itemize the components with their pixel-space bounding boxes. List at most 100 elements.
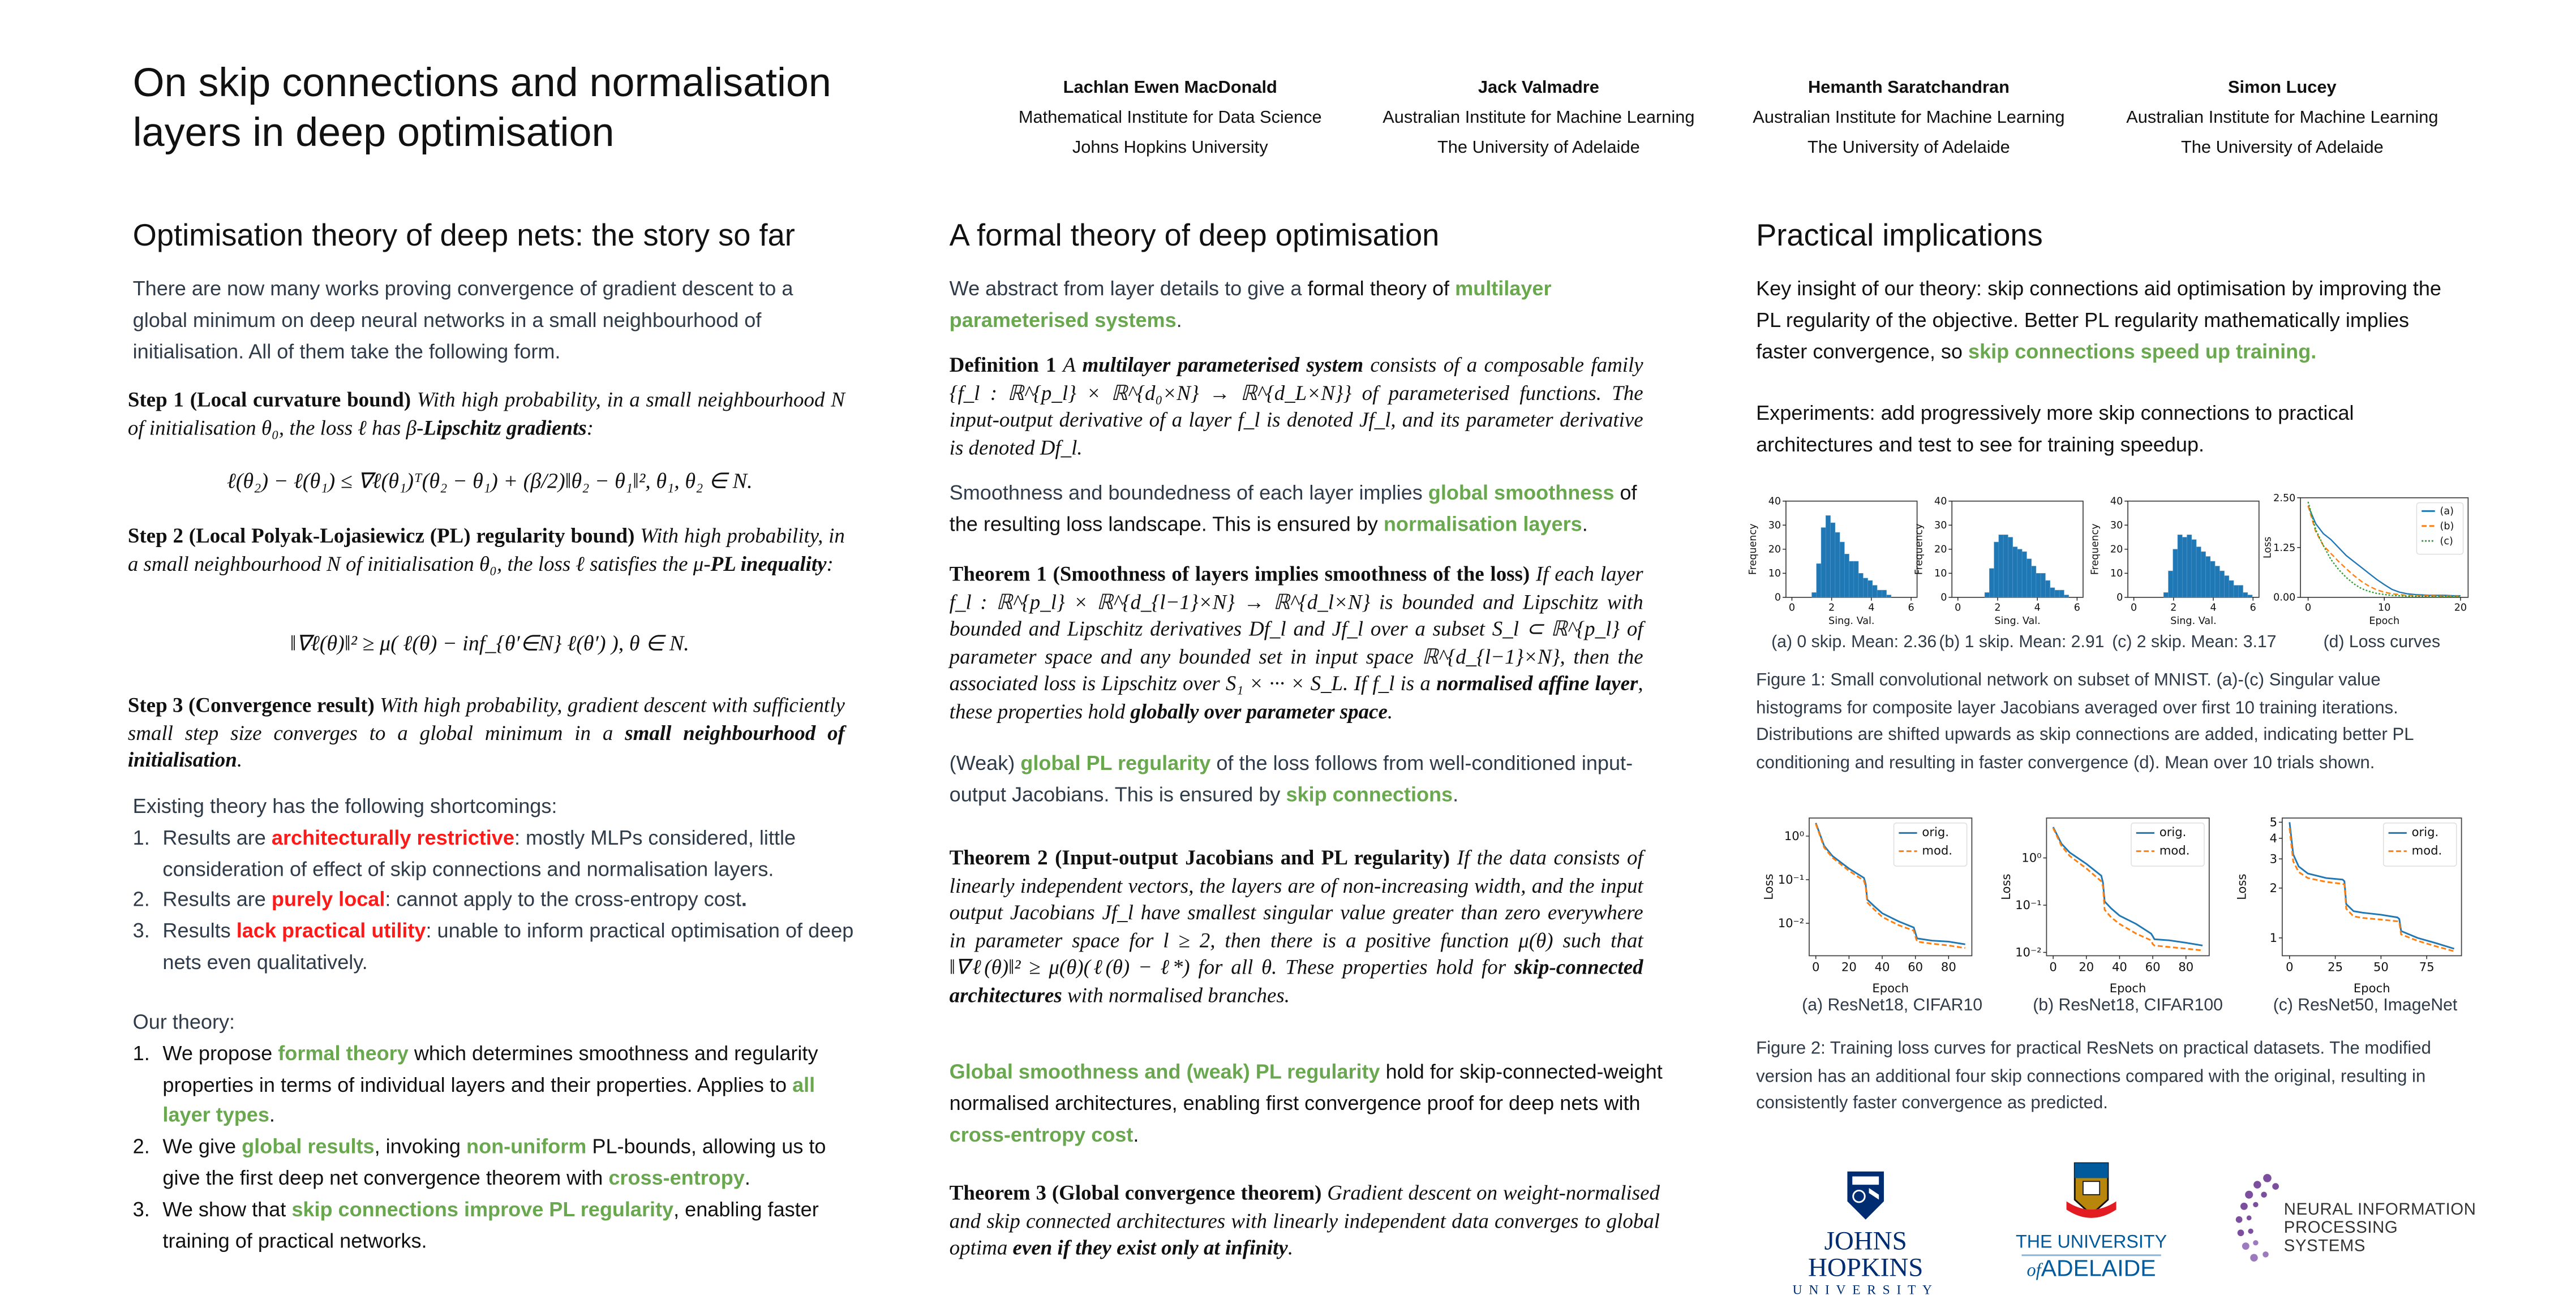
text-segment: If the data consists of linearly indepen… — [949, 846, 1643, 980]
x-axis-label: Epoch — [2369, 616, 2399, 627]
text-segment: . — [1176, 308, 1182, 332]
histogram-bar — [1858, 573, 1864, 598]
histogram-0-skip: 0 2 4 6 0 10 20 30 40 Sing. Val. Frequency — [1748, 496, 1918, 627]
neurips-wordmark-1: NEURAL INFORMATION — [2283, 1201, 2476, 1220]
author-affiliation: The University of Adelaide — [1808, 137, 2010, 158]
plot-frame — [1809, 817, 1973, 957]
text-segment: Gradient descent on weight-normalised an… — [949, 1181, 1660, 1260]
text-segment: . — [1133, 1122, 1139, 1146]
x-tick-label: 10 — [2378, 602, 2390, 613]
text-segment: . — [1582, 512, 1588, 536]
list-number: 2. — [132, 888, 150, 912]
text-segment: : unable to inform practical optimisatio… — [162, 919, 854, 974]
histogram-bar — [1821, 527, 1826, 598]
y-tick-label: 10⁰ — [1784, 829, 1804, 843]
jhu-logo: JOHNS HOPKINS UNIVERSITY — [1772, 1168, 1958, 1298]
text-segment: skip connections improve PL regularity — [291, 1197, 674, 1221]
text-segment: cross-entropy cost — [949, 1122, 1134, 1146]
histogram-bar — [2017, 549, 2023, 598]
text-segment: . — [1287, 1236, 1294, 1260]
text-segment: , these properties hold — [949, 672, 1643, 724]
plot-frame — [2281, 817, 2462, 957]
x-tick-label: 40 — [2112, 959, 2127, 974]
text-segment: Key insight of our theory: skip connecti… — [1756, 277, 2442, 363]
text-segment: of the resulting loss landscape. This is… — [949, 481, 1637, 536]
legend-label: (b) — [2440, 521, 2454, 532]
x-tick-label: 80 — [1941, 959, 1956, 974]
x-axis-label: Epoch — [1872, 981, 1909, 995]
fig1a-caption: (a) 0 skip. Mean: 2.36 — [1771, 634, 1937, 652]
equation-lipschitz: ℓ(θ₂) − ℓ(θ₁) ≤ ∇ℓ(θ₁)ᵀ(θ₂ − θ₁) + (β/2)… — [226, 468, 753, 493]
fig2a-caption: (a) ResNet18, CIFAR10 — [1802, 997, 1983, 1015]
text-segment: all layer types — [162, 1073, 815, 1127]
x-tick-label: 20 — [1841, 959, 1857, 974]
resnet18-cifar100-chart: 0 20 40 60 80 10⁰ 10⁻¹ 10⁻² Epoch Loss orig. mod. — [1999, 817, 2210, 995]
text-segment: Theorem 1 (Smoothness of layers implies … — [949, 562, 1530, 586]
histogram-bar — [1826, 515, 1831, 598]
jhu-wordmark-sub: UNIVERSITY — [1792, 1283, 1939, 1298]
histogram-bar — [1989, 568, 1994, 598]
x-tick-label: 60 — [2145, 959, 2161, 974]
shortcomings-block: Existing theory has the following shortc… — [133, 791, 864, 979]
histogram-bar — [2064, 595, 2069, 598]
histogram-bar — [2182, 537, 2187, 598]
text-segment: normalisation layers — [1383, 512, 1582, 536]
our-theory-list: 1. We propose formal theory which determi… — [133, 1038, 864, 1256]
text-segment: Results are — [162, 888, 272, 912]
y-tick-label: 10⁻¹ — [2015, 898, 2041, 912]
histogram-bar — [2196, 546, 2201, 598]
poster-title: On skip connections and normalisation la… — [132, 61, 831, 156]
resnet50-imagenet-chart: 0 25 50 75 5 4 3 2 1 Epoch Loss orig. mod. — [2234, 815, 2462, 995]
text-segment: hold for skip-connected-weight normalise… — [949, 1060, 1663, 1115]
adelaide-of: of — [2027, 1261, 2041, 1281]
y-tick-label: 20 — [1934, 544, 1947, 556]
fig1d-caption: (d) Loss curves — [2323, 634, 2441, 652]
histogram-bar — [2201, 551, 2206, 598]
text-segment: With high probability, in a small neighb… — [127, 524, 845, 575]
intro-text: There are now many works proving converg… — [132, 277, 793, 363]
histogram-bar — [1835, 532, 1840, 598]
x-tick-label: 50 — [2373, 959, 2389, 974]
histogram-bar — [2050, 587, 2055, 598]
author-name: Jack Valmadre — [1478, 78, 1599, 98]
text-segment: . — [744, 1166, 750, 1190]
x-tick-label: 0 — [1812, 959, 1819, 974]
author-affiliation: Johns Hopkins University — [1072, 137, 1268, 158]
text-segment: skip-connected architectures — [949, 956, 1643, 1008]
x-axis-label: Epoch — [2354, 981, 2390, 995]
x-tick-label: 4 — [1868, 602, 1874, 613]
author-name: Hemanth Saratchandran — [1808, 78, 2010, 98]
list-item: 3. Results lack practical utility: unable… — [133, 916, 864, 979]
y-axis-label: Frequency — [1748, 523, 1759, 575]
y-tick-label: 0.00 — [2273, 592, 2295, 604]
histogram-bar — [2214, 566, 2220, 598]
y-tick-label: 1 — [2270, 931, 2277, 945]
step-3: Step 3 (Convergence result) With high pr… — [128, 692, 845, 774]
neurips-logo: NEURAL INFORMATION PROCESSING SYSTEMS — [2234, 1172, 2483, 1271]
histogram-bar — [2045, 580, 2050, 598]
histogram-bar — [1853, 561, 1859, 598]
x-tick-label: 80 — [2178, 959, 2193, 974]
list-number: 1. — [132, 826, 150, 850]
section-heading-formal-theory: A formal theory of deep optimisation — [949, 217, 1440, 252]
text-segment: globally over parameter space — [1130, 700, 1388, 724]
key-insight-text: Key insight of our theory: skip connecti… — [1756, 274, 2453, 367]
list-number: 2. — [132, 1135, 150, 1159]
histogram-bar — [2168, 570, 2174, 598]
experiments-text: Experiments: add progressively more skip… — [1756, 401, 2354, 456]
author-affiliation: Australian Institute for Machine Learnin… — [1753, 107, 2065, 128]
col2-intro: We abstract from layer details to give a… — [950, 274, 1663, 336]
y-tick-label: 10⁻² — [2015, 945, 2041, 959]
author-name: Simon Lucey — [2228, 78, 2337, 98]
y-tick-label: 30 — [1934, 520, 1947, 531]
x-axis-label: Epoch — [2110, 981, 2146, 995]
list-item: 2. We give global results, invoking non-u… — [133, 1132, 864, 1194]
jhu-shield-icon — [1847, 1171, 1884, 1220]
author-affiliation: Mathematical Institute for Data Science — [1018, 107, 1322, 128]
legend-label: orig. — [2159, 825, 2187, 839]
text-segment: : mostly MLPs considered, little conside… — [162, 826, 796, 881]
histogram-bar — [2224, 575, 2230, 598]
text-segment: Step 1 (Local curvature bound) — [127, 388, 411, 412]
histogram-bar — [2059, 589, 2064, 598]
series-line-orig — [1815, 823, 1965, 945]
